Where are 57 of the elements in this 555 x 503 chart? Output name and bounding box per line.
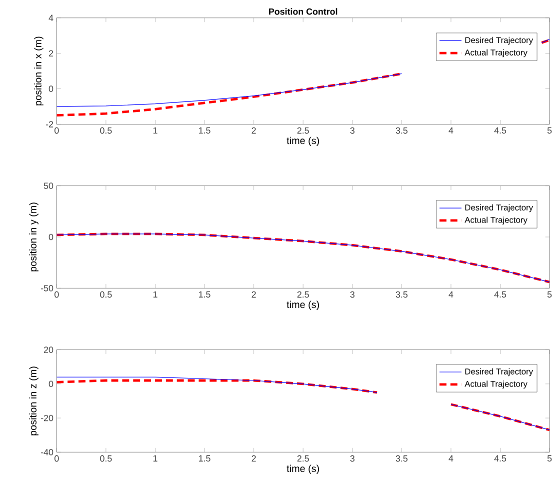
x-tick-label: 5 xyxy=(547,127,552,134)
chart-title: Position Control xyxy=(269,8,338,15)
legend-label: Actual Trajectory xyxy=(464,380,528,389)
x-tick-label: 3 xyxy=(350,291,354,298)
x-tick-label: 4.5 xyxy=(494,291,506,298)
y-tick-label: 0 xyxy=(48,86,54,92)
y-tick-label: 50 xyxy=(44,182,54,190)
legend-label: Desired Trajectory xyxy=(465,368,534,376)
x-tick-label: 3.5 xyxy=(396,127,408,134)
x-tick-label: 4 xyxy=(448,291,454,298)
x-tick-label: 3.5 xyxy=(396,455,408,462)
x-tick-label: 0.5 xyxy=(100,291,112,298)
x-tick-label: 3 xyxy=(350,455,354,462)
y-tick-label: -20 xyxy=(41,414,54,422)
x-tick-label: 1.5 xyxy=(199,127,210,134)
x-tick-label: 2 xyxy=(252,291,256,298)
y-tick-label: 0 xyxy=(48,380,54,388)
x-tick-label: 5 xyxy=(547,291,552,298)
y-tick-label: -2 xyxy=(46,121,54,128)
y-axis-title: position in z (m) xyxy=(29,366,38,436)
legend-label: Actual Trajectory xyxy=(464,216,528,225)
x-tick-label: 2 xyxy=(252,455,256,462)
x-tick-label: 4 xyxy=(448,127,454,134)
x-tick-label: 0.5 xyxy=(100,455,112,462)
x-tick-label: 2.5 xyxy=(297,291,309,298)
x-tick-label: 3 xyxy=(350,127,354,134)
y-tick-label: -40 xyxy=(41,449,54,456)
x-tick-label: 2.5 xyxy=(297,455,309,462)
x-tick-label: 0 xyxy=(54,291,59,298)
x-tick-label: 4 xyxy=(448,455,454,462)
x-tick-label: 5 xyxy=(547,455,552,462)
legend-label: Desired Trajectory xyxy=(465,204,534,212)
legend-label: Desired Trajectory xyxy=(465,37,534,45)
x-tick-label: 0.5 xyxy=(100,127,112,134)
x-tick-label: 4.5 xyxy=(494,127,506,134)
y-axis-title: position in y (m) xyxy=(29,202,38,272)
y-tick-label: -50 xyxy=(41,285,54,292)
y-tick-label: 2 xyxy=(48,50,54,57)
y-tick-label: 0 xyxy=(48,234,54,240)
x-axis-title: time (s) xyxy=(286,300,319,310)
x-tick-label: 2.5 xyxy=(297,127,309,134)
x-tick-label: 0 xyxy=(54,455,59,462)
x-tick-label: 1 xyxy=(153,455,158,462)
x-tick-label: 1 xyxy=(153,127,158,134)
x-tick-label: 1.5 xyxy=(199,291,210,298)
x-tick-label: 4.5 xyxy=(494,455,506,462)
x-axis-title: time (s) xyxy=(286,136,319,146)
y-tick-label: 20 xyxy=(44,346,54,354)
x-tick-label: 3.5 xyxy=(396,291,408,298)
x-tick-label: 0 xyxy=(54,127,59,134)
y-axis-title: position in x (m) xyxy=(34,36,44,106)
legend-label: Actual Trajectory xyxy=(464,49,528,58)
x-tick-label: 1.5 xyxy=(199,455,210,462)
y-tick-label: 4 xyxy=(48,14,54,22)
x-axis-title: time (s) xyxy=(286,464,319,474)
x-tick-label: 1 xyxy=(153,291,158,298)
x-tick-label: 2 xyxy=(252,127,256,134)
